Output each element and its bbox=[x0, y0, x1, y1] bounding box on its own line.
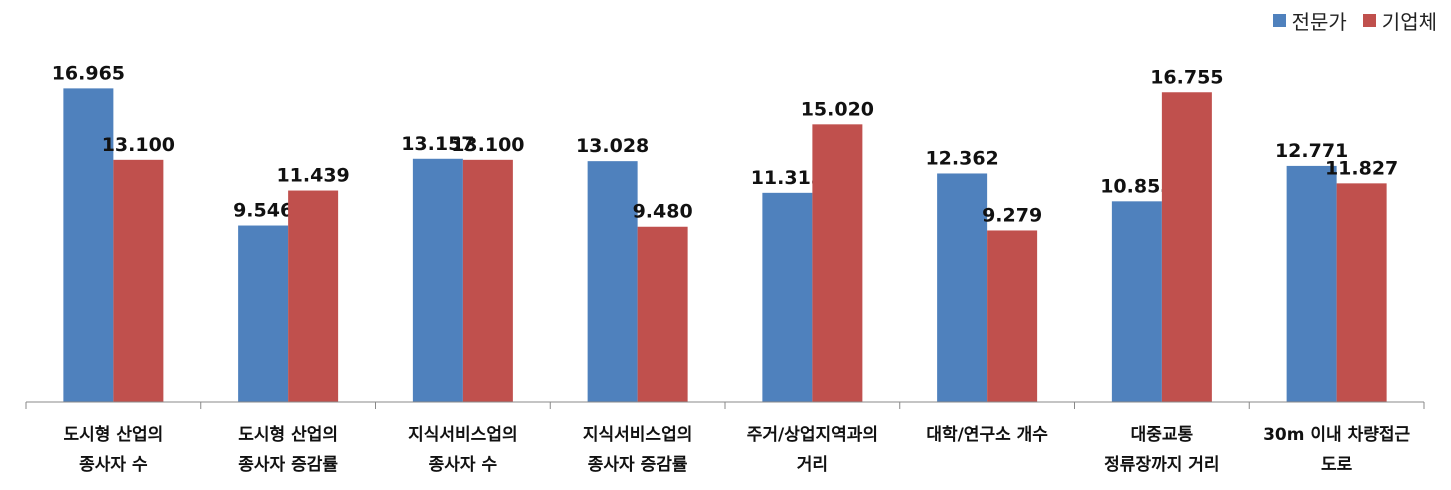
value-label-expert-5: 12.362 bbox=[925, 147, 998, 169]
legend-item-company: 기업체 bbox=[1362, 6, 1437, 35]
category-label-7-1: 도로 bbox=[1321, 455, 1353, 475]
legend-swatch-company bbox=[1362, 14, 1376, 27]
legend: 전문가 기업체 bbox=[1257, 6, 1437, 35]
bar-expert-2 bbox=[412, 158, 463, 402]
value-label-expert-0: 16.965 bbox=[52, 62, 125, 84]
bar-company-1 bbox=[288, 190, 339, 402]
category-label-5-0: 대학/연구소 개수 bbox=[926, 425, 1048, 445]
value-label-company-5: 9.279 bbox=[982, 204, 1042, 226]
value-label-expert-2: 13.157 bbox=[401, 133, 474, 155]
bar-expert-3 bbox=[587, 161, 638, 402]
category-label-7-0: 30m 이내 차량접근 bbox=[1263, 425, 1410, 445]
bar-company-5 bbox=[987, 230, 1038, 402]
category-label-3-0: 지식서비스업의 bbox=[583, 425, 692, 445]
value-label-expert-1: 9.546 bbox=[233, 200, 293, 222]
legend-label-company: 기업체 bbox=[1381, 10, 1437, 34]
value-label-company-2: 13.100 bbox=[451, 134, 524, 156]
bar-company-4 bbox=[812, 124, 863, 402]
value-label-expert-6: 10.855 bbox=[1100, 175, 1173, 197]
category-label-1-0: 도시형 산업의 bbox=[238, 424, 338, 445]
category-label-4-0: 주거/상업지역과의 bbox=[747, 425, 878, 445]
bar-company-2 bbox=[462, 159, 513, 402]
category-label-1-1: 종사자 증감률 bbox=[238, 455, 338, 475]
category-label-2-0: 지식서비스업의 bbox=[408, 425, 517, 445]
bar-expert-6 bbox=[1111, 201, 1162, 402]
bar-expert-7 bbox=[1286, 165, 1337, 402]
bar-company-6 bbox=[1161, 92, 1212, 403]
bar-expert-4 bbox=[762, 192, 813, 402]
category-label-2-1: 종사자 수 bbox=[429, 455, 498, 475]
bar-expert-1 bbox=[238, 225, 289, 402]
bar-company-0 bbox=[113, 159, 164, 402]
value-label-company-1: 11.439 bbox=[276, 165, 349, 187]
value-label-company-6: 16.755 bbox=[1150, 66, 1223, 88]
value-label-expert-4: 11.315 bbox=[751, 167, 824, 189]
value-label-company-3: 9.480 bbox=[633, 201, 693, 223]
category-label-0-0: 도시형 산업의 bbox=[63, 424, 163, 445]
bar-company-3 bbox=[637, 226, 688, 402]
category-label-6-1: 정류장까지 거리 bbox=[1104, 455, 1219, 475]
bar-expert-0 bbox=[63, 88, 114, 402]
category-label-6-0: 대중교통 bbox=[1131, 425, 1194, 445]
value-label-company-4: 15.020 bbox=[801, 98, 874, 120]
value-label-expert-3: 13.028 bbox=[576, 135, 649, 157]
category-label-4-1: 거리 bbox=[797, 455, 828, 475]
value-label-company-7: 11.827 bbox=[1325, 157, 1398, 179]
bar-company-7 bbox=[1336, 183, 1387, 402]
bar-expert-5 bbox=[937, 173, 988, 402]
legend-label-expert: 전문가 bbox=[1291, 10, 1347, 34]
value-label-expert-7: 12.771 bbox=[1275, 140, 1348, 162]
legend-item-expert: 전문가 bbox=[1272, 6, 1347, 35]
value-label-company-0: 13.100 bbox=[102, 134, 175, 156]
category-label-3-1: 종사자 증감률 bbox=[588, 455, 688, 475]
legend-swatch-expert bbox=[1272, 14, 1286, 27]
category-label-0-1: 종사자 수 bbox=[79, 455, 148, 475]
